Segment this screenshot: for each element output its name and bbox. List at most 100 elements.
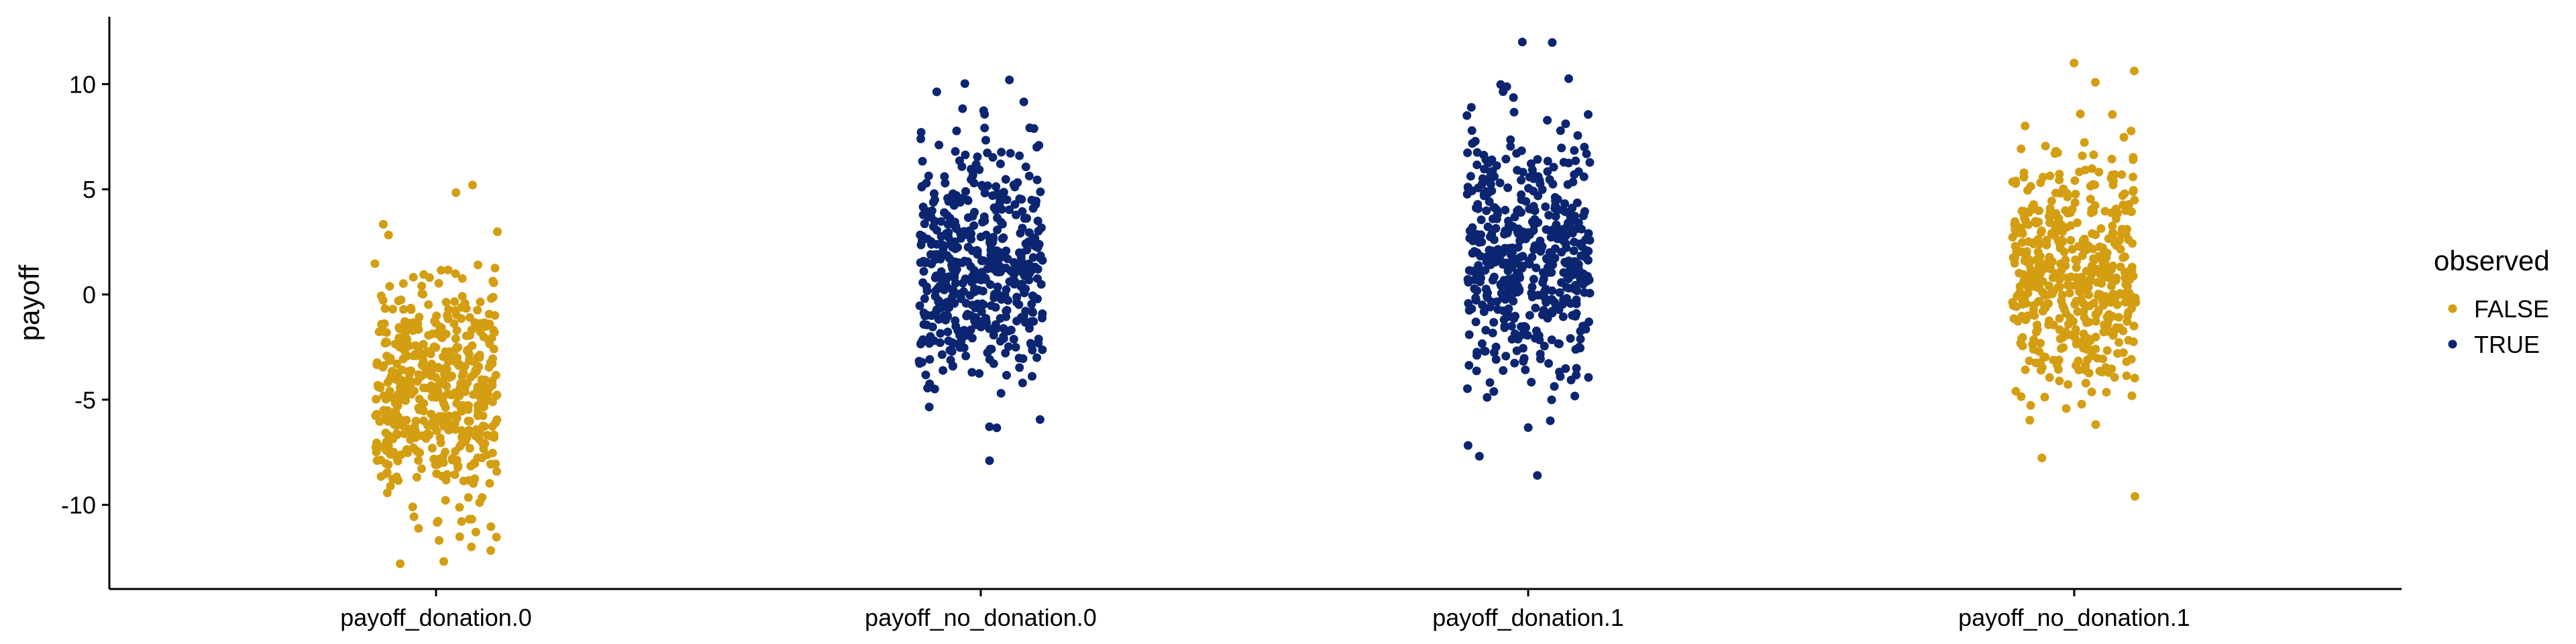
data-point [2035, 261, 2043, 270]
data-point [2012, 247, 2021, 256]
data-point [2017, 392, 2026, 401]
data-point [1580, 142, 1589, 152]
data-point [1001, 174, 1010, 184]
data-point [386, 482, 395, 491]
data-point [2087, 164, 2096, 173]
data-point [1506, 142, 1515, 151]
data-point [2114, 313, 2123, 322]
data-point [2053, 235, 2063, 245]
data-point [1557, 144, 1566, 152]
data-point [1480, 164, 1489, 174]
data-point [969, 178, 979, 188]
data-point [480, 318, 489, 327]
data-point [918, 231, 927, 241]
data-point [1585, 317, 1593, 327]
data-point [2045, 171, 2055, 180]
data-point [1495, 254, 1505, 264]
data-point [1479, 191, 1489, 201]
data-point [445, 420, 455, 429]
data-point [1548, 251, 1556, 260]
data-point [1500, 321, 1509, 331]
data-point [1522, 229, 1532, 238]
data-point [1534, 191, 1543, 201]
data-point [1486, 167, 1495, 176]
data-point [2037, 363, 2047, 372]
data-point [475, 498, 484, 507]
data-point [951, 278, 960, 288]
data-point [955, 343, 965, 352]
data-point [979, 212, 989, 221]
data-point [2054, 356, 2063, 365]
data-point [2017, 144, 2026, 154]
data-point [2033, 320, 2042, 329]
data-point [930, 255, 940, 264]
data-point [918, 156, 927, 166]
data-point [991, 182, 1001, 191]
data-point [1523, 423, 1533, 432]
data-point [1501, 205, 1510, 215]
data-point [1032, 353, 1042, 362]
data-point [1032, 175, 1042, 184]
data-point [2127, 391, 2137, 400]
data-point [1529, 170, 1538, 179]
data-point [916, 127, 926, 137]
data-point [975, 165, 984, 174]
data-point [963, 195, 972, 205]
data-point [2039, 301, 2049, 309]
data-point [1477, 230, 1485, 239]
data-point [1569, 246, 1578, 256]
data-point [1036, 187, 1045, 197]
legend: observed FALSE TRUE [2434, 245, 2550, 358]
data-point [1538, 241, 1547, 251]
data-point [919, 267, 928, 276]
data-point [2090, 180, 2100, 189]
data-point [1538, 278, 1548, 287]
data-point [1540, 341, 1549, 351]
data-point [2108, 170, 2116, 180]
data-point [999, 324, 1008, 333]
data-point [2031, 358, 2041, 368]
data-point [2018, 237, 2027, 247]
data-point [451, 411, 460, 420]
data-point [1553, 195, 1562, 204]
data-point [2088, 244, 2098, 254]
data-point [1481, 252, 1491, 262]
data-point [1477, 179, 1487, 189]
data-point [1508, 222, 1517, 231]
data-point [1478, 301, 1487, 309]
data-point [451, 269, 460, 278]
data-point [967, 368, 977, 377]
data-point [2026, 182, 2035, 191]
data-point [924, 402, 934, 412]
data-point [2072, 256, 2082, 266]
data-point [1530, 215, 1540, 224]
data-point [1574, 342, 1584, 352]
data-point [2045, 207, 2055, 217]
data-point [1028, 233, 1038, 242]
data-point [1582, 149, 1591, 158]
data-point [1529, 202, 1538, 211]
data-point [1014, 300, 1024, 309]
data-point [2019, 168, 2029, 177]
data-point [1470, 137, 1480, 146]
data-point [475, 350, 484, 360]
data-point [991, 320, 1000, 329]
data-point [409, 512, 419, 521]
data-point [1572, 224, 1581, 233]
data-point [2081, 361, 2090, 370]
data-point [965, 290, 975, 300]
data-point [1489, 318, 1499, 327]
data-point [930, 189, 938, 199]
data-point [382, 352, 391, 361]
y-tick-label: 5 [83, 176, 96, 203]
data-point [384, 390, 394, 400]
data-point [2110, 373, 2119, 382]
data-point [419, 383, 428, 392]
data-point [2025, 415, 2035, 425]
data-point [452, 398, 462, 408]
data-point [966, 262, 975, 271]
data-point [436, 438, 445, 447]
data-point [1525, 311, 1534, 320]
data-point [2130, 195, 2139, 205]
data-point [2008, 301, 2018, 311]
